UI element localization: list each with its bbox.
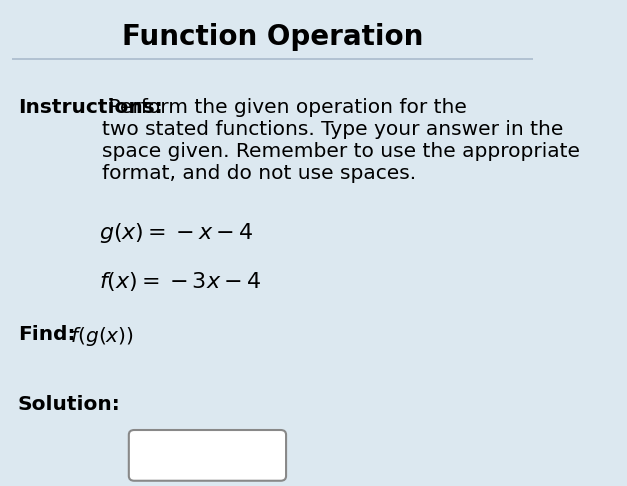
Text: Find:: Find:	[18, 325, 75, 344]
FancyBboxPatch shape	[129, 430, 286, 481]
Text: $f(x) = -3x - 4$: $f(x) = -3x - 4$	[99, 270, 261, 293]
Text: Perform the given operation for the
two stated functions. Type your answer in th: Perform the given operation for the two …	[102, 98, 580, 183]
Text: Instructions:: Instructions:	[18, 98, 162, 117]
Text: Solution:: Solution:	[18, 395, 120, 414]
Text: $g(x) = -x - 4$: $g(x) = -x - 4$	[99, 221, 254, 245]
Text: $f(g(x))$: $f(g(x))$	[64, 325, 134, 348]
Text: Function Operation: Function Operation	[122, 23, 423, 51]
